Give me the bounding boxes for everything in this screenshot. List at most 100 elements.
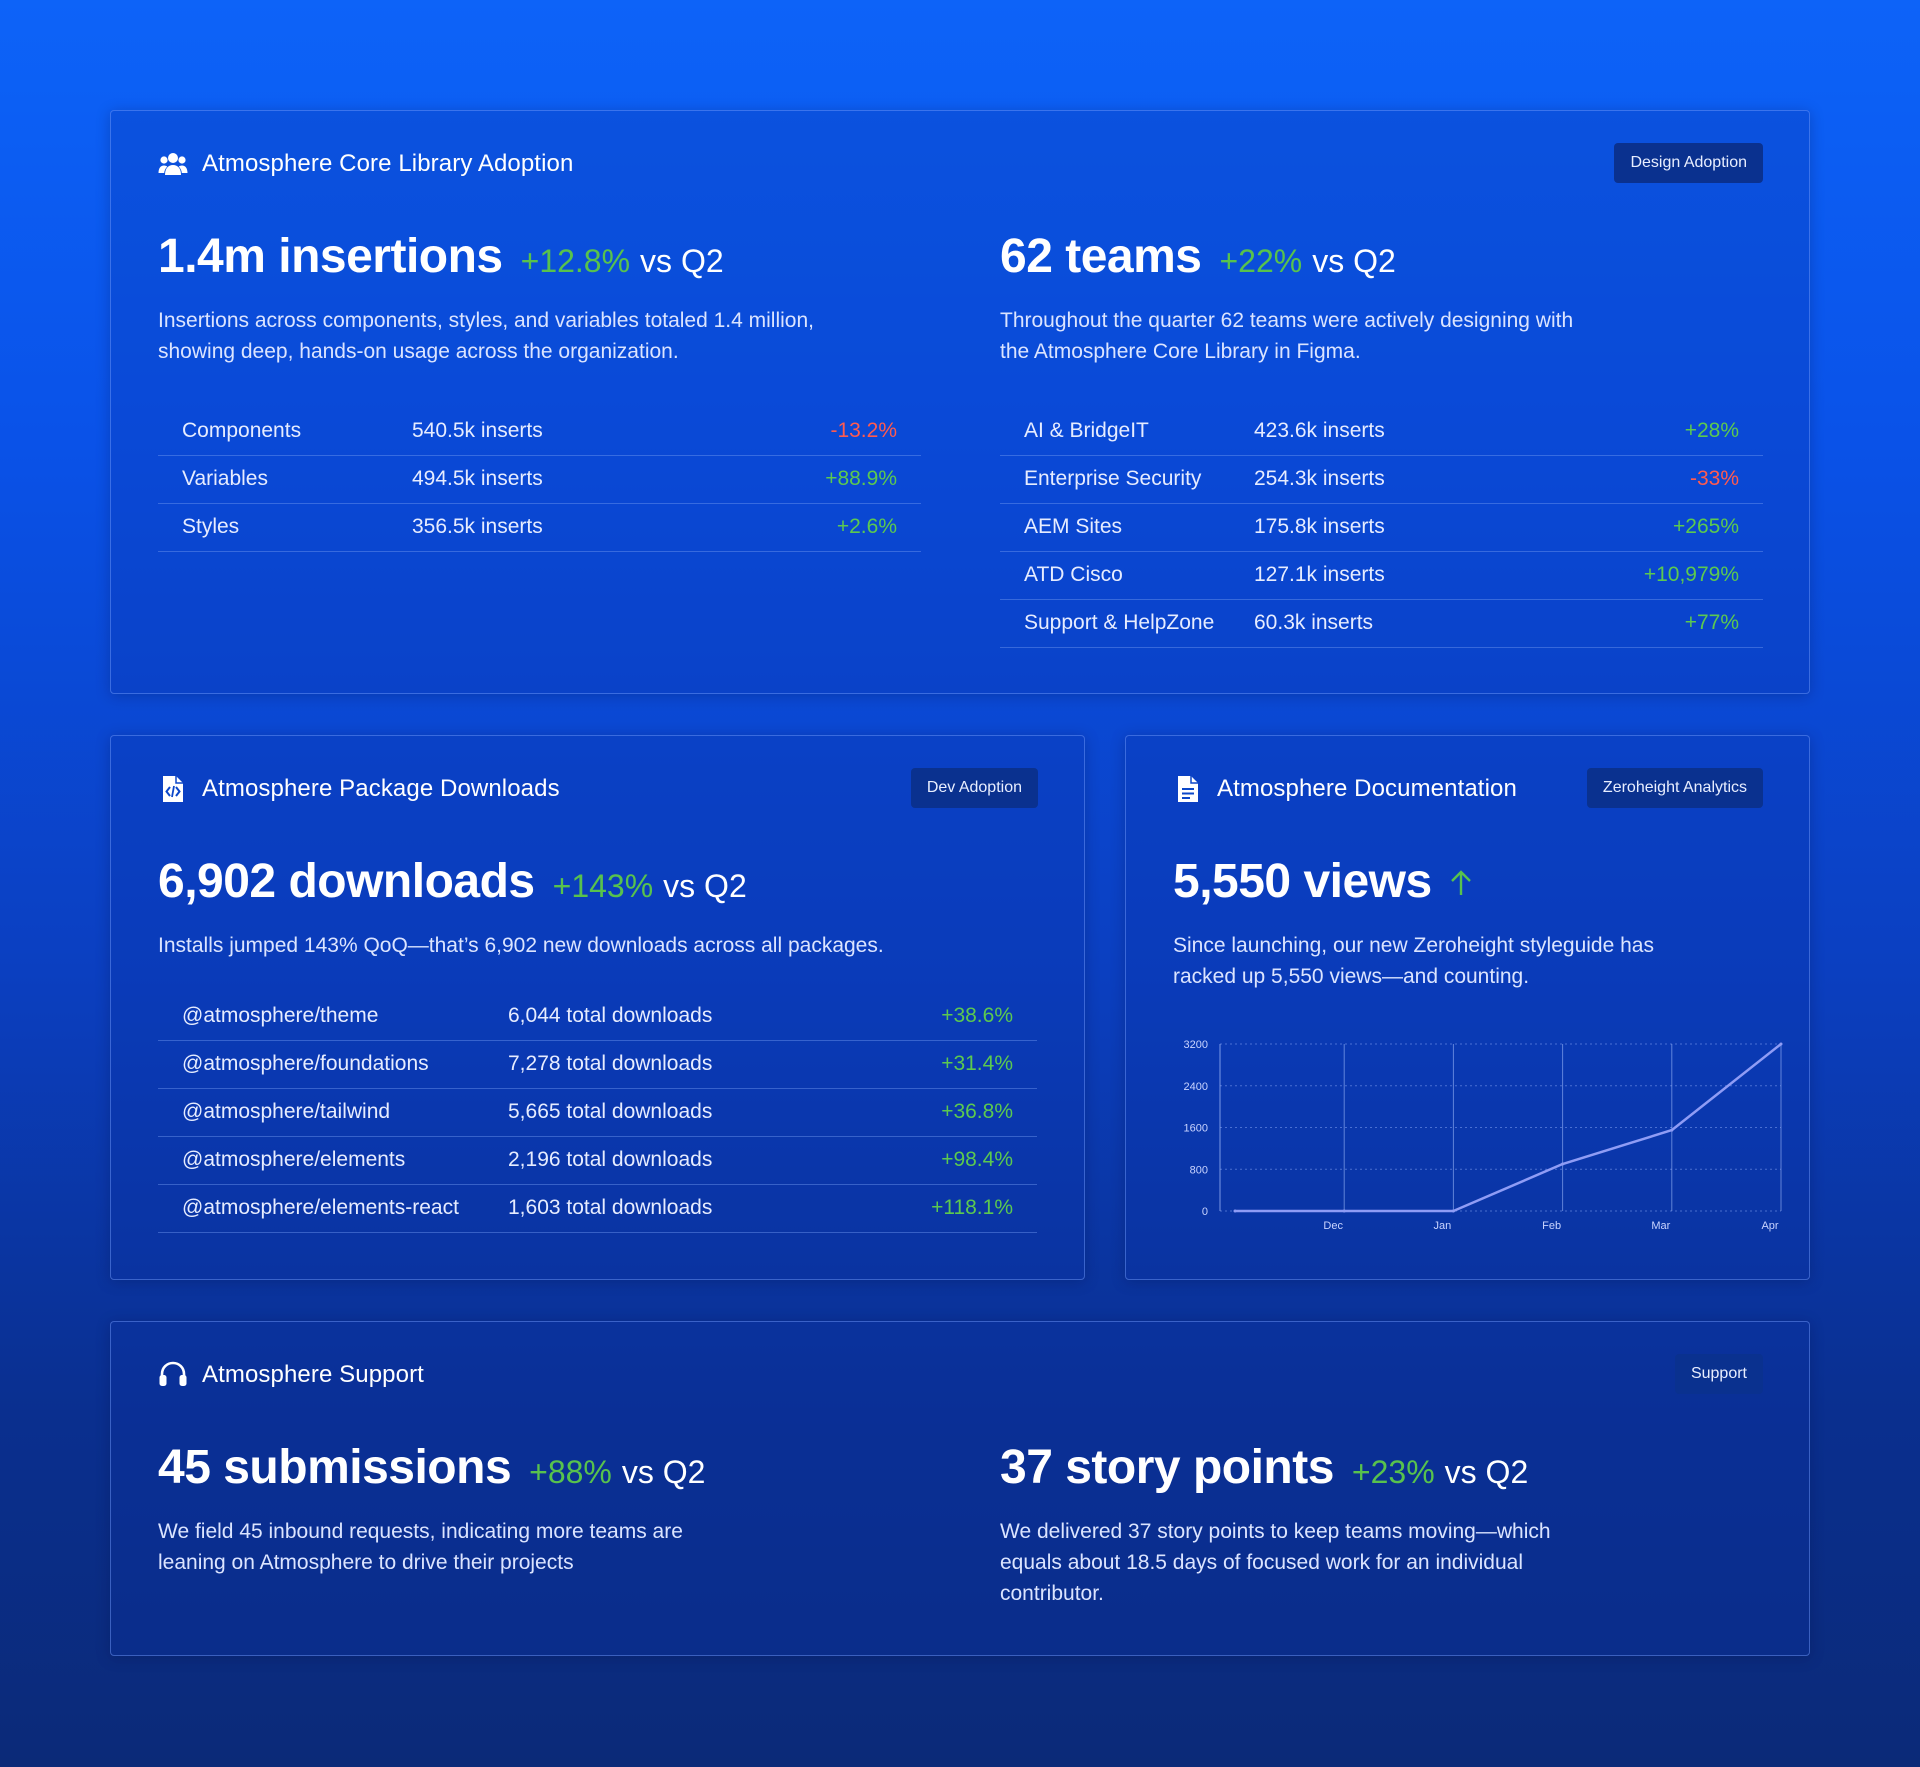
design-adoption-badge[interactable]: Design Adoption [1614,143,1763,183]
table-row: Styles 356.5k inserts +2.6% [158,503,921,552]
description-line: We delivered 37 story points to keep tea… [1000,1520,1551,1543]
y-tick-label: 2400 [1184,1081,1208,1093]
x-tick-label: Dec [1323,1220,1343,1232]
row-value: 60.3k inserts [1254,599,1554,648]
row-change: +88.9% [712,455,921,504]
x-tick-label: Feb [1542,1220,1561,1232]
table-row: Enterprise Security 254.3k inserts -33% [1000,455,1763,504]
insertions-description: Insertions across components, styles, an… [158,305,938,367]
documentation-header: Atmosphere Documentation [1173,774,1517,804]
card-title: Atmosphere Core Library Adoption [202,150,574,177]
row-value: 2,196 total downloads [508,1136,848,1185]
series-line [1235,1043,1782,1213]
description-line: racked up 5,550 views—and counting. [1173,965,1530,988]
row-value: 423.6k inserts [1254,407,1554,456]
metric-comparison: vs Q2 [1312,243,1396,279]
table-row: @atmosphere/elements-react 1,603 total do… [158,1184,1037,1233]
table-row: @atmosphere/tailwind 5,665 total download… [158,1088,1037,1137]
table-row: Variables 494.5k inserts +88.9% [158,455,921,504]
metric-value: 5,550 views [1173,855,1432,908]
views-line-chart: 0 800 1600 2400 3200 Dec Jan Feb Mar Apr [1184,1039,1783,1232]
teams-table: AI & BridgeIT 423.6k inserts +28% Enterpris… [1000,407,1763,648]
table-row: @atmosphere/elements 2,196 total download… [158,1136,1037,1185]
table-row: AEM Sites 175.8k inserts +265% [1000,503,1763,552]
row-name: @atmosphere/elements [158,1136,508,1185]
row-change: +38.6% [848,992,1037,1041]
insertions-table: Components 540.5k inserts -13.2% Variables 4… [158,407,921,552]
row-change: +31.4% [848,1040,1037,1089]
story-points-description: We delivered 37 story points to keep tea… [1000,1516,1700,1609]
data-point [1670,1128,1674,1132]
row-name: @atmosphere/elements-react [158,1184,508,1233]
metric-change: +23% [1351,1454,1435,1490]
support-card: Atmosphere Support Support 45 submission… [110,1321,1810,1656]
documentation-card: Atmosphere Documentation Zeroheight Anal… [1125,735,1810,1280]
description-line: showing deep, hands-on usage across the … [158,340,679,363]
card-title: Atmosphere Documentation [1217,775,1517,802]
downloads-metric: 6,902 downloads +143% vs Q2 [158,854,747,909]
core-library-header: Atmosphere Core Library Adoption [158,149,573,179]
metric-value: 62 teams [1000,230,1202,283]
table-row: Components 540.5k inserts -13.2% [158,407,921,456]
package-downloads-card: Atmosphere Package Downloads Dev Adoptio… [110,735,1085,1280]
row-change: +36.8% [848,1088,1037,1137]
table-row: Support & HelpZone 60.3k inserts +77% [1000,599,1763,648]
teams-description: Throughout the quarter 62 teams were act… [1000,305,1760,367]
row-name: @atmosphere/tailwind [158,1088,508,1137]
views-metric: 5,550 views [1173,854,1472,909]
headset-icon [158,1360,188,1390]
metric-change: +22% [1219,243,1303,279]
x-tick-label: Apr [1761,1220,1778,1232]
support-badge[interactable]: Support [1674,1354,1763,1394]
description-line: equals about 18.5 days of focused work f… [1000,1551,1524,1574]
row-change: +118.1% [848,1184,1037,1233]
metric-value: 37 story points [1000,1441,1334,1494]
row-value: 175.8k inserts [1254,503,1554,552]
description-line: the Atmosphere Core Library in Figma. [1000,340,1361,363]
row-value: 6,044 total downloads [508,992,848,1041]
row-value: 127.1k inserts [1254,551,1554,600]
dev-adoption-badge[interactable]: Dev Adoption [910,768,1038,808]
support-header: Atmosphere Support [158,1360,424,1390]
row-value: 1,603 total downloads [508,1184,848,1233]
metric-value: 1.4m insertions [158,230,503,283]
row-value: 356.5k inserts [412,503,712,552]
people-group-icon [158,149,188,179]
row-name: Variables [158,455,412,504]
row-change: +265% [1554,503,1763,552]
table-row: AI & BridgeIT 423.6k inserts +28% [1000,407,1763,456]
row-change: +2.6% [712,503,921,552]
data-point [1779,1042,1783,1046]
core-library-card: Atmosphere Core Library Adoption Design … [110,110,1810,694]
row-name: AI & BridgeIT [1000,407,1254,456]
data-point [1233,1209,1237,1213]
card-title: Atmosphere Package Downloads [202,775,560,802]
row-value: 5,665 total downloads [508,1088,848,1137]
data-point [1561,1162,1565,1166]
x-tick-label: Jan [1434,1220,1452,1232]
row-change: +28% [1554,407,1763,456]
row-change: -33% [1554,455,1763,504]
y-tick-label: 0 [1202,1206,1208,1218]
arrow-up-icon [1450,869,1472,905]
y-tick-label: 1600 [1184,1123,1208,1135]
row-name: AEM Sites [1000,503,1254,552]
row-value: 494.5k inserts [412,455,712,504]
document-icon [1173,774,1203,804]
code-file-icon [158,774,188,804]
row-value: 7,278 total downloads [508,1040,848,1089]
row-name: @atmosphere/foundations [158,1040,508,1089]
row-change: +10,979% [1554,551,1763,600]
submissions-description: We field 45 inbound requests, indicating… [158,1516,858,1578]
zeroheight-analytics-badge[interactable]: Zeroheight Analytics [1586,768,1763,808]
row-name: Components [158,407,412,456]
card-title: Atmosphere Support [202,1361,424,1388]
table-row: @atmosphere/foundations 7,278 total downl… [158,1040,1037,1089]
data-point [1451,1209,1455,1213]
row-value: 540.5k inserts [412,407,712,456]
description-line: Throughout the quarter 62 teams were act… [1000,309,1574,332]
row-name: Styles [158,503,412,552]
metric-change: +143% [552,868,654,904]
submissions-metric: 45 submissions +88% vs Q2 [158,1440,705,1495]
downloads-table: @atmosphere/theme 6,044 total downloads +3… [158,992,1037,1233]
